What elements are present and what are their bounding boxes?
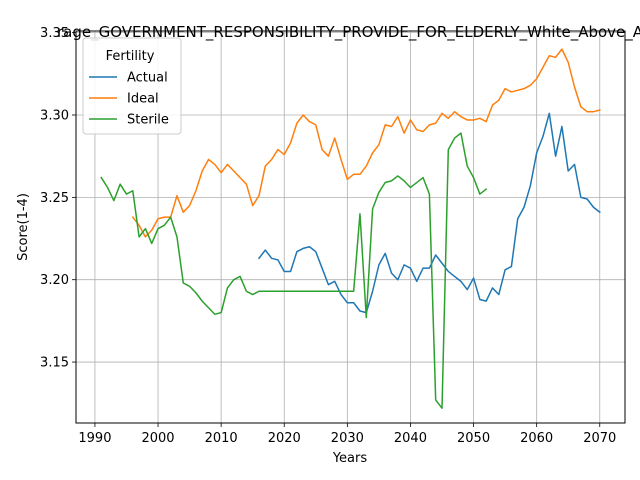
x-axis: 1990 2000 2010 2020 2030 2040 2050 2060 2070 [78,423,616,446]
x-tick-label: 2020 [268,431,301,446]
x-tick-label: 2060 [520,431,553,446]
x-axis-label: Years [332,451,368,466]
x-tick-label: 2000 [141,431,174,446]
y-axis: 3.15 3.20 3.25 3.30 3.35 [40,26,76,371]
y-axis-label: Score(1-4) [16,193,31,261]
y-tick-label: 3.15 [40,356,69,371]
series-line-ideal [131,48,601,238]
y-tick-label: 3.25 [40,191,69,206]
y-tick-label: 3.30 [40,109,69,124]
y-tick-label: 3.35 [40,26,69,41]
legend-box [82,37,182,135]
x-tick-label: 2040 [394,431,427,446]
chart-title: rage_GOVERNMENT_RESPONSIBILITY_PROVIDE_F… [57,23,640,42]
x-tick-label: 2030 [331,431,364,446]
legend: Fertility Actual Ideal Sterile [82,37,182,135]
x-tick-label: 2050 [457,431,490,446]
plot-area-frame [75,30,626,424]
legend-title: Fertility [106,49,155,64]
legend-label-sterile: Sterile [127,113,169,128]
legend-label-ideal: Ideal [127,92,159,107]
series-lines [100,48,601,409]
series-line-actual [257,112,601,314]
legend-label-actual: Actual [127,71,168,86]
grid [76,31,625,423]
x-tick-label: 2070 [583,431,616,446]
series-line-sterile [100,132,488,409]
x-tick-label: 1990 [78,431,111,446]
x-tick-label: 2010 [205,431,238,446]
y-tick-label: 3.20 [40,273,69,288]
